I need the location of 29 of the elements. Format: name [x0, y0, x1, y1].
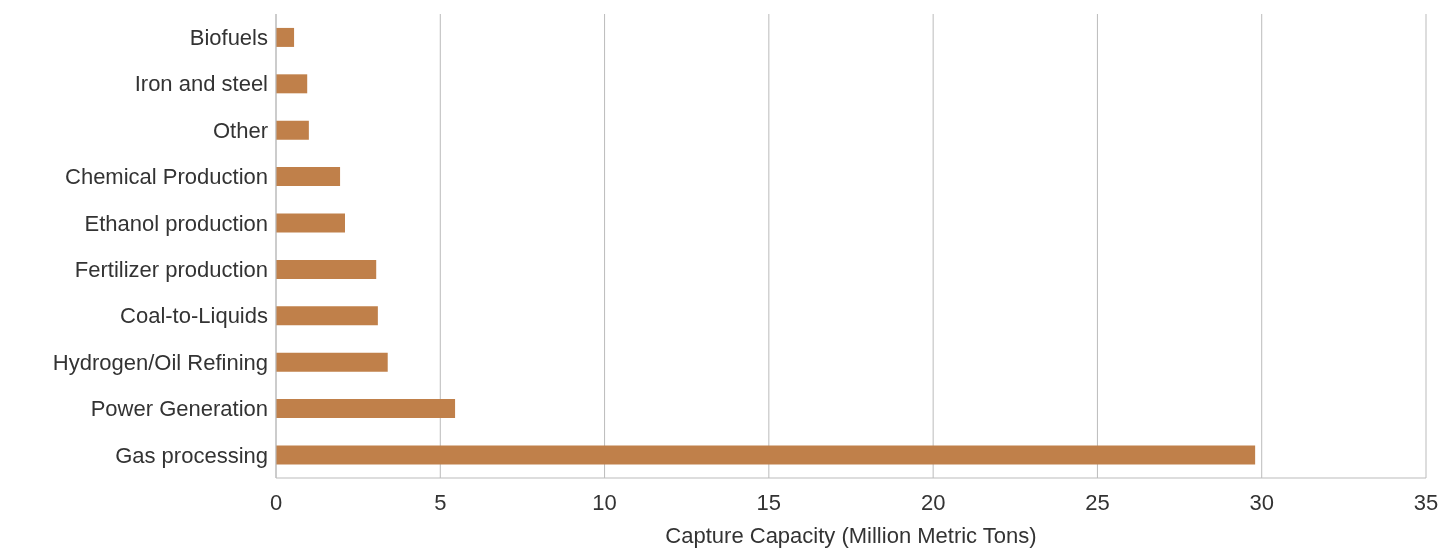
x-tick-label: 25 [1085, 489, 1110, 515]
y-tick-label: Iron and steel [134, 71, 268, 97]
y-tick-label: Chemical Production [65, 164, 268, 190]
bar [276, 74, 308, 94]
y-tick-label: Coal-to-Liquids [120, 303, 268, 329]
bar [276, 306, 378, 326]
x-tick-label: 15 [756, 489, 782, 515]
x-tick-label: 20 [920, 489, 946, 515]
bar [276, 445, 1256, 465]
bar [276, 399, 456, 419]
y-tick-label: Hydrogen/Oil Refining [52, 349, 268, 375]
y-tick-label: Gas processing [115, 442, 268, 468]
y-tick-label: Biofuels [189, 25, 268, 51]
bar [276, 27, 295, 47]
bar [276, 352, 388, 372]
x-axis-title: Capture Capacity (Million Metric Tons) [665, 523, 1037, 548]
bar [276, 167, 341, 187]
bar [276, 213, 345, 233]
bar [276, 259, 377, 279]
y-tick-label: Power Generation [90, 396, 268, 422]
x-tick-label: 35 [1413, 489, 1439, 515]
y-tick-label: Fertilizer production [74, 257, 268, 283]
x-tick-label: 0 [269, 489, 283, 515]
x-tick-label: 30 [1249, 489, 1274, 515]
bar [276, 120, 309, 140]
y-tick-label: Ethanol production [84, 210, 268, 236]
x-tick-label: 10 [592, 489, 617, 515]
x-tick-label: 5 [434, 489, 447, 515]
y-tick-label: Other [212, 117, 268, 143]
